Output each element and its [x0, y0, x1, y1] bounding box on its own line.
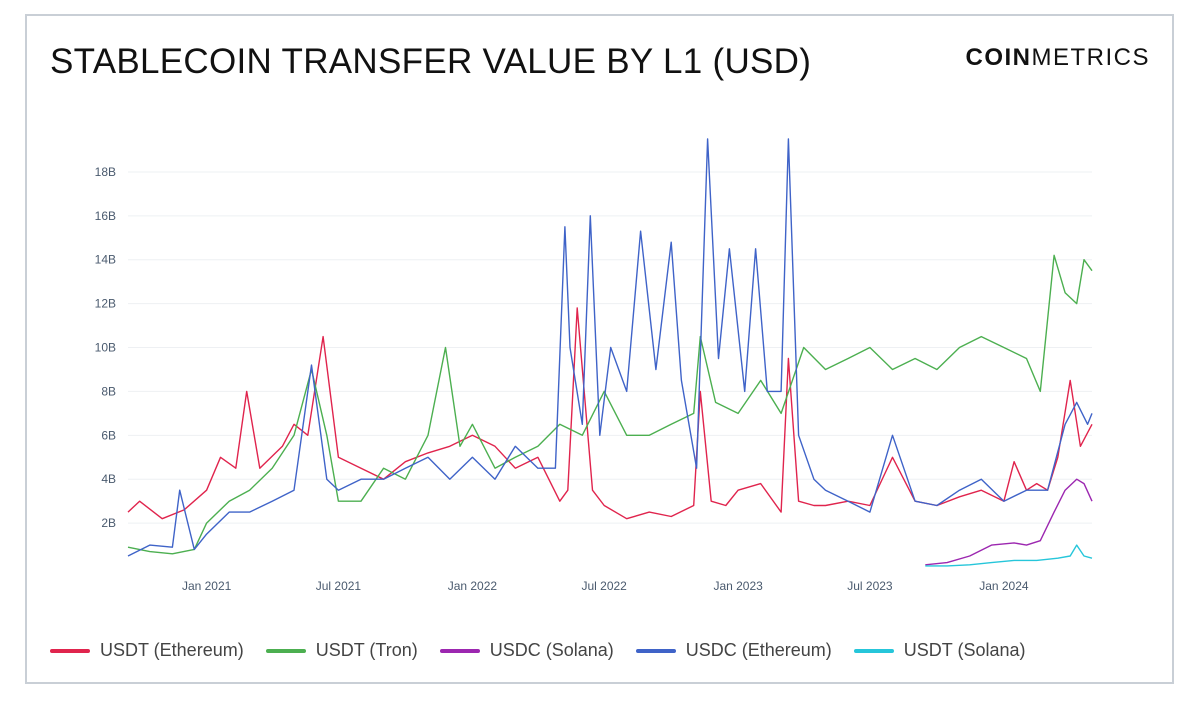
legend-swatch: [265, 648, 306, 653]
x-tick-label: Jul 2023: [847, 579, 893, 593]
x-tick-label: Jan 2024: [979, 579, 1029, 593]
legend-label: USDT (Ethereum): [100, 640, 244, 660]
series-line-usdt-solana: [925, 544, 1093, 567]
chart-legend: USDT (Ethereum) USDT (Tron) USDC (Solana) U…: [50, 640, 1026, 661]
y-tick-label: 18B: [95, 165, 116, 179]
legend-item[interactable]: USDC (Ethereum): [635, 640, 832, 661]
chart-frame: [25, 14, 1174, 684]
y-tick-label: 14B: [95, 253, 116, 267]
y-axis-ticks: 2B 4B 6B 8B 10B 12B 14B 16B 18B: [95, 165, 116, 530]
y-tick-label: 12B: [95, 297, 116, 311]
legend-item[interactable]: USDT (Solana): [853, 640, 1026, 661]
y-tick-label: 6B: [101, 428, 116, 442]
legend-swatch: [635, 648, 676, 653]
y-tick-label: 10B: [95, 341, 116, 355]
x-tick-label: Jul 2021: [316, 579, 362, 593]
series-lines: [127, 138, 1093, 567]
brand-logo: COINMETRICS: [966, 44, 1151, 72]
y-tick-label: 4B: [101, 472, 116, 486]
legend-label: USDT (Solana): [903, 640, 1026, 660]
x-tick-label: Jul 2022: [581, 579, 627, 593]
series-line-usdc-solana: [925, 478, 1093, 566]
legend-swatch: [50, 648, 90, 653]
legend-label: USDC (Ethereum): [685, 640, 832, 660]
x-tick-label: Jan 2023: [713, 579, 763, 593]
legend-label: USDT (Tron): [315, 640, 418, 660]
x-tick-label: Jan 2021: [182, 579, 232, 593]
logo-bold-text: COIN: [965, 44, 1032, 71]
legend-swatch: [439, 648, 480, 653]
series-line-usdc-ethereum: [127, 138, 1093, 557]
chart-title: STABLECOIN TRANSFER VALUE BY L1 (USD): [50, 42, 812, 81]
x-axis-ticks: Jan 2021 Jul 2021 Jan 2022 Jul 2022 Jan 2023…: [182, 579, 1029, 593]
y-tick-label: 16B: [95, 209, 116, 223]
series-line-usdt-tron: [127, 254, 1093, 555]
legend-swatch: [853, 648, 894, 653]
x-tick-label: Jan 2022: [448, 579, 498, 593]
legend-item[interactable]: USDT (Ethereum): [50, 640, 244, 661]
legend-item[interactable]: USDC (Solana): [439, 640, 614, 661]
logo-light-text: METRICS: [1031, 44, 1150, 71]
y-tick-label: 2B: [101, 516, 116, 530]
y-tick-label: 8B: [101, 384, 116, 398]
legend-label: USDC (Solana): [489, 640, 614, 660]
grid-lines: [128, 171, 1092, 524]
legend-item[interactable]: USDT (Tron): [265, 640, 418, 661]
series-line-usdt-ethereum: [127, 307, 1093, 520]
